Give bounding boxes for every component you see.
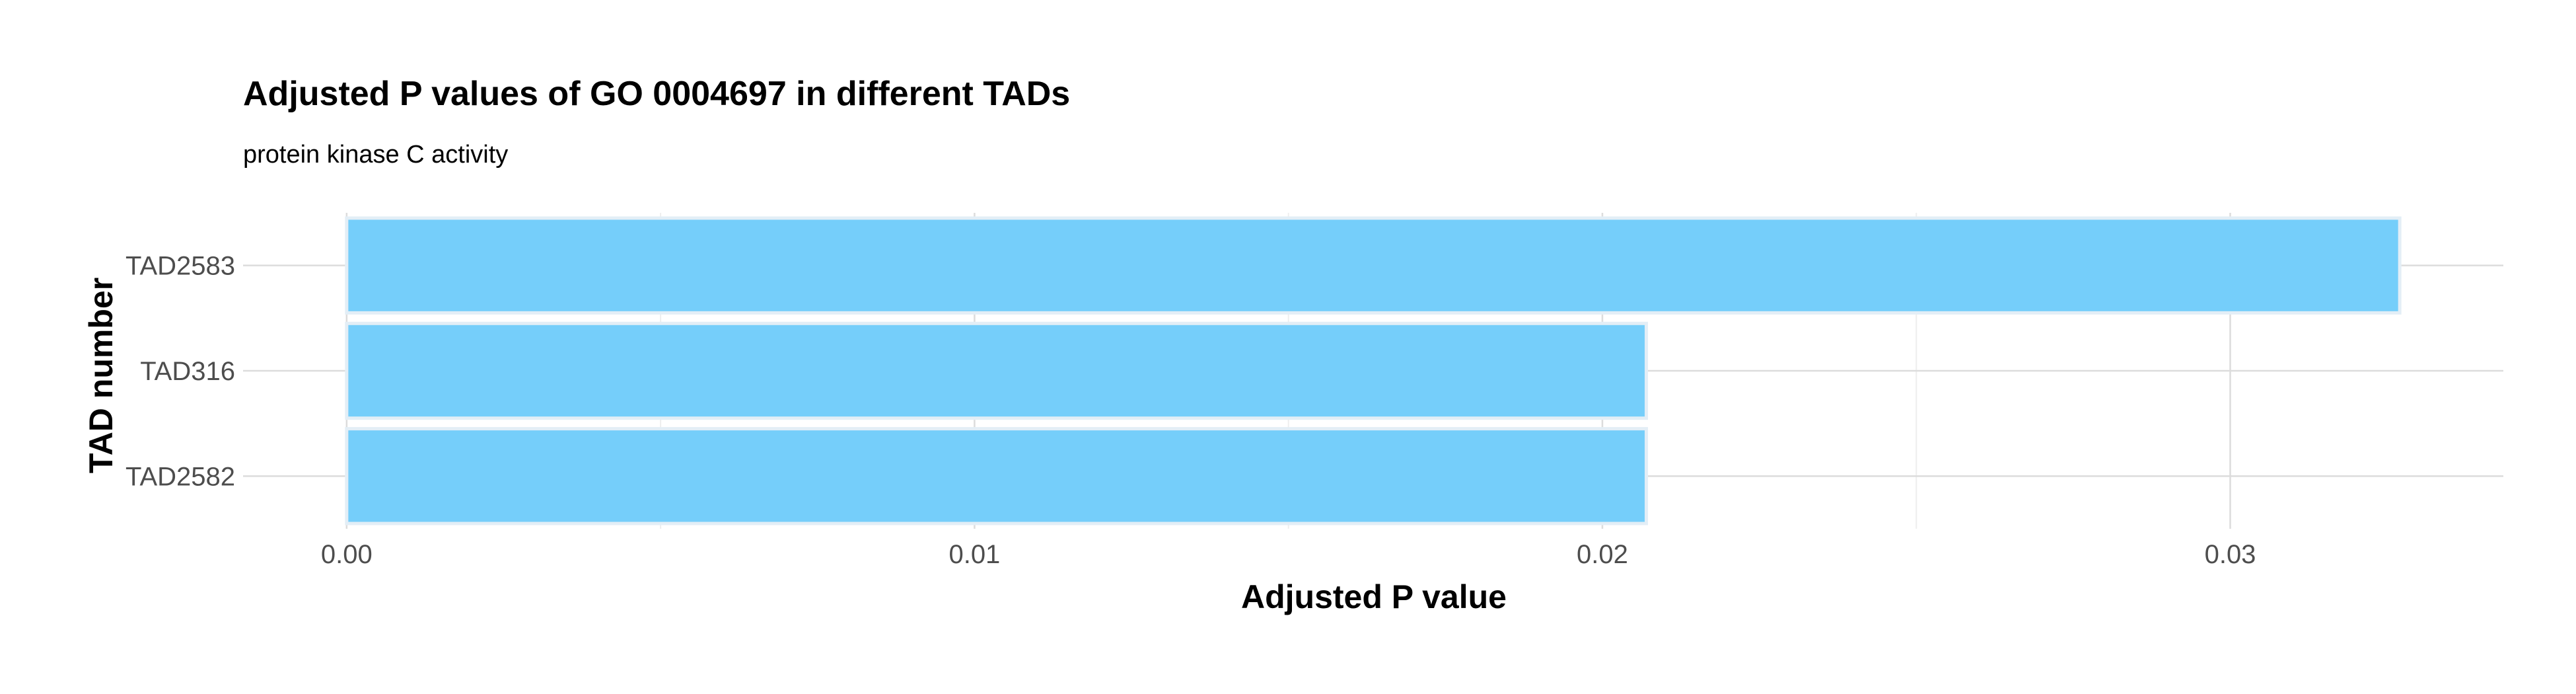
- y-tick-labels: TAD2583 TAD316 TAD2582: [125, 252, 235, 492]
- bars: [345, 216, 2402, 525]
- y-tick-label: TAD316: [140, 357, 235, 386]
- x-tick-label: 0.03: [2205, 540, 2256, 569]
- x-tick-label: 0.01: [948, 540, 1000, 569]
- chart-title: Adjusted P values of GO 0004697 in diffe…: [243, 75, 1071, 113]
- y-tick-label: TAD2583: [125, 252, 235, 281]
- y-axis-title: TAD number: [83, 278, 120, 473]
- y-tick-label: TAD2582: [125, 462, 235, 491]
- x-tick-label: 0.00: [321, 540, 373, 569]
- x-tick-label: 0.02: [1577, 540, 1628, 569]
- bar-tad2582: [345, 427, 1648, 525]
- bar-tad2583: [345, 216, 2402, 315]
- chart-subtitle: protein kinase C activity: [243, 141, 509, 169]
- bar-tad316: [345, 321, 1648, 420]
- x-axis-title: Adjusted P value: [1241, 578, 1507, 615]
- x-tick-labels: 0.00 0.01 0.02 0.03: [321, 540, 2256, 569]
